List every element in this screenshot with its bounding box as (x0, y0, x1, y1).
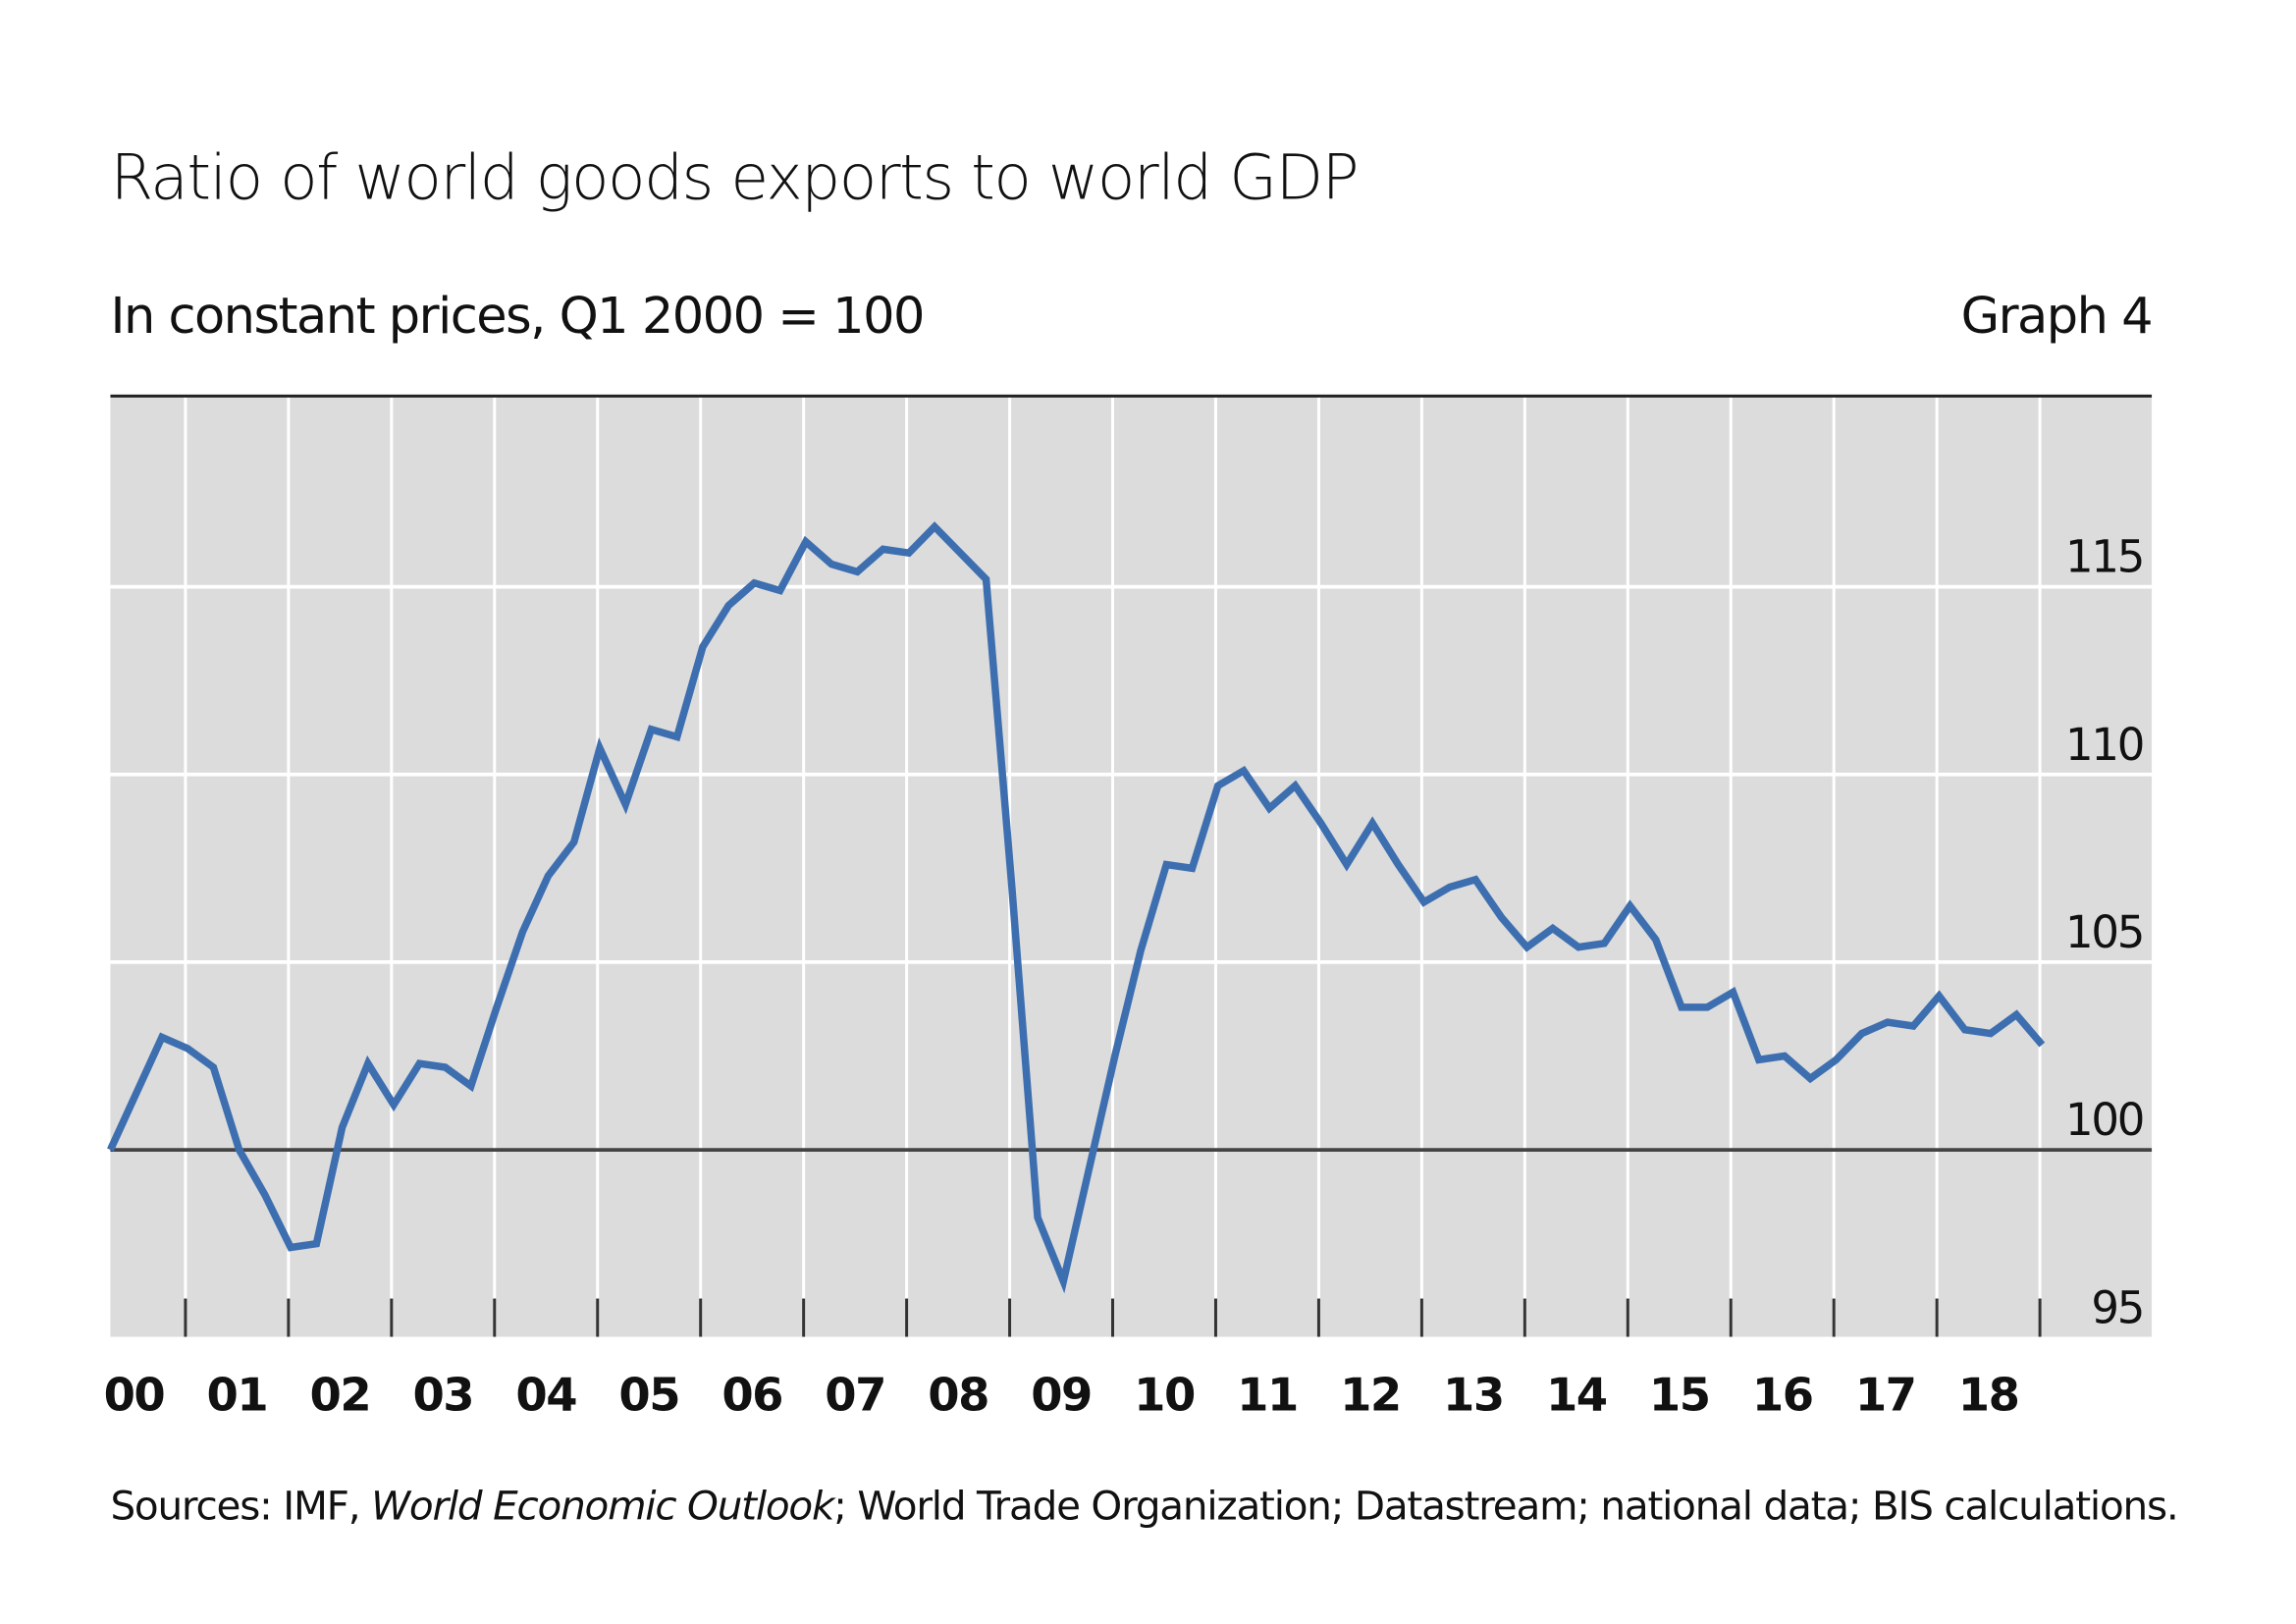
sources-suffix: ; World Trade Organization; Datastream; … (833, 1482, 2177, 1529)
graph-label: Graph 4 (1961, 288, 2152, 346)
sources-prefix: Sources: IMF, (110, 1482, 371, 1529)
x-tick-label: 13 (1443, 1368, 1504, 1421)
x-tick-label: 14 (1546, 1368, 1607, 1421)
y-axis-labels: 95 100 105 110 115 (2065, 531, 2145, 1334)
plot-area (110, 396, 2153, 1337)
x-tick-label: 16 (1752, 1368, 1813, 1421)
y-tick-label: 105 (2065, 906, 2143, 958)
y-tick-label: 95 (2091, 1281, 2143, 1333)
chart-title: Ratio of world goods exports to world GD… (110, 142, 1358, 214)
x-tick-label: 12 (1340, 1368, 1401, 1421)
gridlines (110, 397, 2153, 1337)
x-tick-label: 03 (412, 1368, 473, 1421)
x-tick-label: 07 (825, 1368, 885, 1421)
x-tick-label: 10 (1134, 1368, 1195, 1421)
sources-italic: World Economic Outlook (371, 1482, 836, 1529)
chart-subtitle: In constant prices, Q1 2000 = 100 (110, 288, 924, 346)
y-tick-label: 110 (2065, 719, 2143, 771)
y-tick-label: 115 (2065, 531, 2143, 583)
x-tick-label: 05 (618, 1368, 679, 1421)
x-tick-label: 11 (1237, 1368, 1298, 1421)
x-tick-label: 08 (928, 1368, 988, 1421)
x-tick-label: 17 (1855, 1368, 1916, 1421)
x-ticks (184, 1298, 2042, 1337)
x-tick-label: 01 (207, 1368, 268, 1421)
x-tick-label: 06 (721, 1368, 782, 1421)
sources-note: Sources: IMF, World Economic Outlook; Wo… (110, 1482, 2177, 1529)
x-tick-label: 00 (104, 1368, 165, 1421)
x-tick-label: 09 (1031, 1368, 1092, 1421)
x-tick-label: 02 (310, 1368, 371, 1421)
x-tick-label: 15 (1649, 1368, 1710, 1421)
x-tick-label: 18 (1958, 1368, 2019, 1421)
series-line (107, 521, 2046, 1294)
y-tick-label: 100 (2065, 1094, 2143, 1146)
x-axis-labels: 00 01 02 03 04 05 06 07 08 09 10 11 12 13 14 15 16 17 18 (104, 1368, 2020, 1421)
x-tick-label: 04 (515, 1368, 576, 1421)
